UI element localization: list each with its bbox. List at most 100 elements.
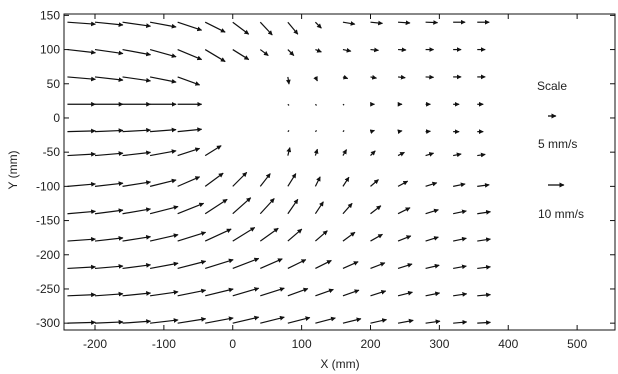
velocity-arrow (259, 49, 269, 57)
velocity-arrow (177, 202, 205, 215)
velocity-arrow (397, 290, 413, 297)
velocity-arrow (150, 318, 179, 324)
x-tick-label: 400 (498, 337, 518, 351)
velocity-arrow (477, 182, 490, 188)
velocity-arrow (177, 231, 207, 242)
velocity-arrow (232, 197, 252, 215)
y-tick-label: -50 (43, 145, 61, 159)
velocity-arrow (259, 198, 275, 215)
velocity-arrow (177, 259, 207, 270)
velocity-arrow (370, 47, 379, 53)
velocity-arrow (287, 287, 309, 297)
velocity-arrow (370, 262, 386, 270)
x-tick-label: 300 (429, 337, 449, 351)
velocity-arrow (232, 171, 248, 187)
velocity-arrow (370, 20, 383, 26)
velocity-arrow (287, 228, 303, 242)
y-axis-label: Y (mm) (6, 150, 20, 189)
vector-field (67, 19, 491, 326)
velocity-arrow (397, 151, 405, 157)
velocity-arrow (94, 151, 124, 157)
velocity-arrow (425, 236, 439, 242)
velocity-arrow (67, 151, 96, 157)
velocity-arrow (67, 76, 96, 82)
velocity-arrow (453, 319, 468, 325)
velocity-arrow (425, 208, 439, 215)
velocity-arrow (453, 152, 462, 158)
velocity-arrow (94, 48, 124, 56)
y-tick-label: -200 (36, 248, 60, 262)
x-tick-label: -100 (152, 337, 176, 351)
velocity-arrow (453, 236, 467, 242)
velocity-arrow (204, 21, 226, 33)
velocity-arrow (204, 198, 228, 215)
velocity-arrow (205, 258, 234, 270)
velocity-arrow (204, 228, 232, 242)
y-tick-label: -250 (36, 282, 60, 296)
velocity-arrow (425, 291, 441, 297)
velocity-arrow (149, 48, 177, 58)
velocity-arrow (287, 173, 297, 187)
velocity-arrow (342, 202, 353, 215)
velocity-arrow (232, 257, 260, 270)
velocity-arrow (177, 317, 207, 324)
velocity-arrow (204, 145, 222, 157)
velocity-arrow (94, 21, 124, 27)
velocity-arrow (67, 320, 96, 325)
x-tick-label: 0 (229, 337, 236, 351)
velocity-arrow (122, 76, 152, 83)
velocity-arrow (314, 201, 324, 215)
y-tick-label: 100 (40, 43, 60, 57)
velocity-arrow (67, 128, 96, 134)
velocity-arrow (287, 49, 295, 56)
velocity-arrow (370, 179, 379, 187)
velocity-arrow (122, 291, 152, 297)
velocity-arrow (67, 236, 96, 242)
velocity-arrow (397, 180, 409, 187)
velocity-arrow (204, 49, 226, 63)
velocity-arrow (94, 264, 124, 270)
velocity-arrow (342, 149, 348, 156)
velocity-arrow (232, 226, 256, 242)
velocity-arrow (205, 287, 234, 297)
velocity-arrow (177, 49, 203, 61)
velocity-arrow (315, 288, 334, 297)
velocity-arrow (67, 292, 96, 298)
axes-frame (63, 13, 616, 331)
velocity-arrow (315, 230, 328, 242)
velocity-arrow (94, 128, 124, 134)
y-tick-label: -150 (36, 214, 60, 228)
velocity-arrow (67, 264, 96, 270)
velocity-arrow (122, 150, 152, 157)
velocity-arrow (425, 181, 438, 187)
velocity-arrow (177, 176, 201, 187)
velocity-arrow (342, 231, 356, 242)
velocity-arrow (397, 207, 411, 215)
velocity-arrow (370, 205, 382, 215)
velocity-arrow (177, 127, 203, 133)
velocity-arrow (149, 178, 177, 187)
y-tick-label: 50 (47, 77, 61, 91)
velocity-arrow (477, 152, 486, 158)
velocity-arrow (260, 287, 285, 297)
velocity-arrow (453, 209, 467, 215)
velocity-arrow (370, 290, 387, 297)
velocity-arrow (425, 152, 435, 157)
velocity-arrow (315, 48, 322, 53)
velocity-arrow (342, 74, 349, 80)
velocity-arrow (287, 316, 311, 324)
velocity-arrow (259, 173, 271, 187)
velocity-arrow (397, 318, 414, 324)
velocity-arrow (314, 176, 321, 187)
legend-scale-label: 5 mm/s (538, 137, 577, 151)
velocity-arrow (67, 209, 96, 215)
velocity-arrow (149, 205, 179, 215)
velocity-arrow (287, 198, 299, 215)
velocity-arrow (205, 316, 234, 324)
velocity-arrow (453, 292, 468, 297)
velocity-arrow (315, 316, 336, 324)
velocity-arrow (177, 147, 201, 157)
velocity-arrow (149, 261, 179, 270)
velocity-arrow (369, 129, 375, 134)
